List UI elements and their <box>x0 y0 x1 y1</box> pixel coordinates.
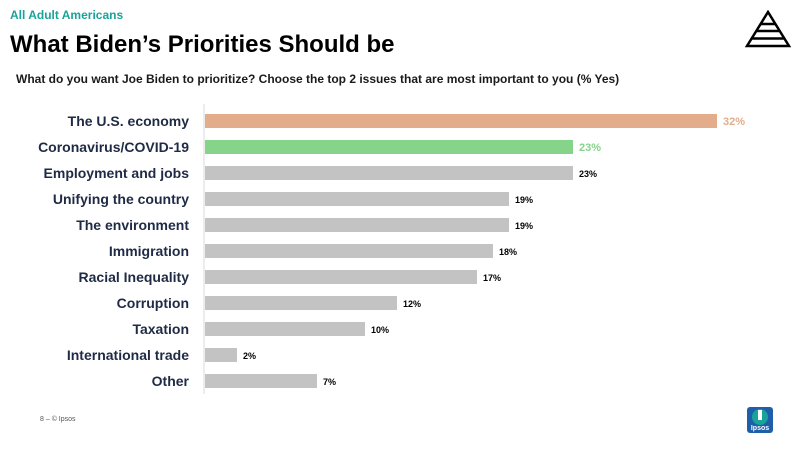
category-label: Employment and jobs <box>44 165 190 181</box>
category-label: Coronavirus/COVID-19 <box>38 139 189 155</box>
bar <box>205 140 573 154</box>
value-label: 17% <box>483 273 501 283</box>
bar <box>205 348 237 362</box>
value-label: 7% <box>323 377 336 387</box>
logo-word: Ipsos <box>750 425 770 432</box>
bar <box>205 322 365 336</box>
value-label: 23% <box>579 142 601 154</box>
category-label: Unifying the country <box>53 191 189 207</box>
value-label: 12% <box>403 299 421 309</box>
bar <box>205 296 397 310</box>
category-label: The environment <box>76 217 189 233</box>
bar <box>205 114 717 128</box>
logo-bar-icon <box>758 410 762 420</box>
category-label: Taxation <box>132 321 189 337</box>
footer: 8 – © Ipsos <box>40 416 76 423</box>
bar <box>205 218 509 232</box>
bar <box>205 244 493 258</box>
ipsos-logo: Ipsos <box>747 407 773 433</box>
page-title: What Biden’s Priorities Should be <box>10 31 395 58</box>
value-label: 19% <box>515 221 533 231</box>
bar-chart: The U.S. economy 32% Coronavirus/COVID-19 2… <box>38 104 745 394</box>
category-label: International trade <box>67 347 189 363</box>
category-label: Other <box>152 373 190 389</box>
bar <box>205 166 573 180</box>
bar <box>205 374 317 388</box>
chart-subtitle: What do you want Joe Biden to prioritize… <box>16 72 620 86</box>
category-label: Corruption <box>117 295 189 311</box>
page-number: 8 – <box>40 416 50 423</box>
value-label: 19% <box>515 195 533 205</box>
value-label: 2% <box>243 351 256 361</box>
copyright-text: © Ipsos <box>51 416 76 423</box>
bar <box>205 270 477 284</box>
value-label: 10% <box>371 325 389 335</box>
value-label: 18% <box>499 247 517 257</box>
value-label: 32% <box>723 116 745 128</box>
bar <box>205 192 509 206</box>
category-label: Immigration <box>109 243 189 259</box>
value-label: 23% <box>579 169 597 179</box>
category-label: Racial Inequality <box>79 269 190 285</box>
category-label: The U.S. economy <box>68 113 190 129</box>
kicker-label: All Adult Americans <box>10 8 124 22</box>
pyramid-logo-icon <box>744 10 792 48</box>
